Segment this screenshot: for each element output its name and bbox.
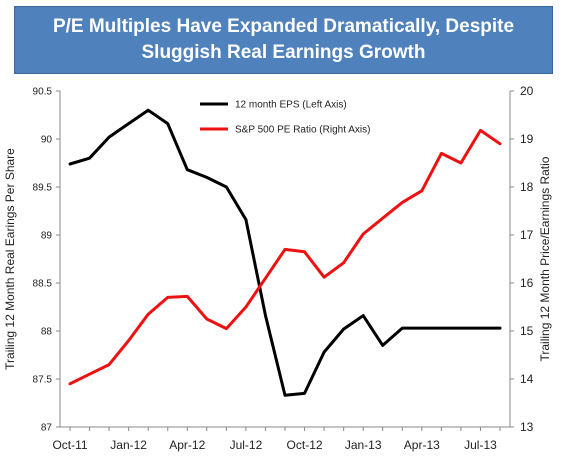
left-axis-tick-label: 89 (41, 231, 53, 242)
x-axis-tick-label: Oct-12 (287, 438, 323, 452)
left-axis-tick-label: 87.5 (33, 375, 53, 386)
right-axis-tick-label: 19 (520, 132, 534, 146)
left-axis-tick-label: 90 (41, 135, 53, 146)
left-axis-tick-label: 88.5 (33, 279, 53, 290)
left-axis-tick-label: 88 (41, 327, 53, 338)
right-axis-tick-label: 15 (520, 324, 534, 338)
x-axis-tick-label: Jan-12 (110, 438, 147, 452)
x-axis-tick-label: Jan-13 (345, 438, 382, 452)
left-axis-tick-label: 87 (41, 423, 53, 434)
legend-label: S&P 500 PE Ratio (Right Axis) (235, 125, 370, 136)
right-axis-tick-label: 17 (520, 228, 534, 242)
chart-title-line-2: Sluggish Real Earnings Growth (141, 42, 426, 63)
right-axis-tick-label: 20 (520, 84, 534, 98)
chart-title-banner: P/E Multiples Have Expanded Dramatically… (14, 6, 553, 74)
x-axis-tick-label: Apr-12 (169, 438, 205, 452)
left-axis-title: Trailing 12 Month Real Earings Per Share (3, 148, 17, 370)
right-axis-title: Trailing 12 Month Price/Earnings Ratio (538, 156, 552, 361)
legend-label: 12 month EPS (Left Axis) (235, 100, 347, 111)
right-axis-tick-label: 13 (520, 420, 534, 434)
left-axis-tick-label: 90.5 (33, 87, 53, 98)
x-axis-tick-label: Apr-13 (404, 438, 440, 452)
x-axis-tick-label: Oct-11 (52, 438, 87, 452)
pe-series-line (68, 128, 502, 386)
x-axis-tick-label: Jul-12 (230, 438, 263, 452)
right-axis-tick-label: 16 (520, 276, 534, 290)
x-axis-tick-label: Jul-13 (464, 438, 497, 452)
left-axis-tick-label: 89.5 (33, 183, 53, 194)
right-axis-tick-label: 14 (520, 372, 534, 386)
right-axis-tick-label: 18 (520, 180, 534, 194)
chart-title-line-1: P/E Multiples Have Expanded Dramatically… (52, 16, 515, 37)
eps-series-line (68, 108, 502, 397)
